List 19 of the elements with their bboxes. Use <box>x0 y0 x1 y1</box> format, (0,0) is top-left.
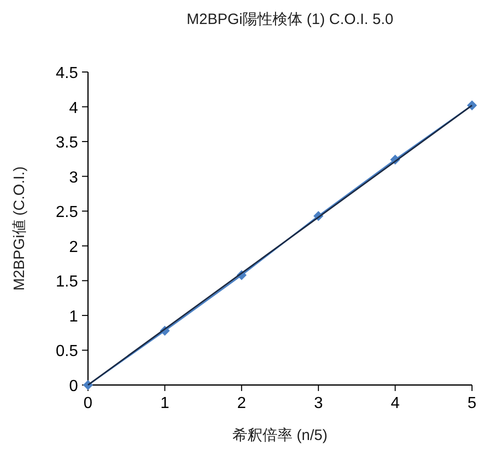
y-tick-label: 4 <box>69 100 78 117</box>
y-tick-label: 3.5 <box>56 134 78 152</box>
x-tick-label: 1 <box>160 395 170 412</box>
x-tick-label: 5 <box>468 395 477 412</box>
chart-title: M2BPGi陽性検体 (1) C.O.I. 5.0 <box>186 11 394 28</box>
y-tick-label: 2.5 <box>56 204 78 222</box>
x-axis-title: 希釈倍率 (n/5) <box>232 427 328 444</box>
x-tick-label: 4 <box>390 395 400 412</box>
y-tick-label: 0.5 <box>56 343 78 360</box>
y-tick-label: 0 <box>69 378 78 395</box>
y-tick-label: 1.5 <box>56 274 78 291</box>
y-tick-label: 4.5 <box>56 65 78 82</box>
y-tick-label: 2 <box>69 238 78 256</box>
x-tick-label: 2 <box>237 395 246 412</box>
y-tick-label: 3 <box>69 169 78 186</box>
x-tick-label: 0 <box>84 395 93 412</box>
y-tick-label: 1 <box>69 308 78 326</box>
y-axis-title: M2BPGi値 (C.O.I.) <box>11 166 28 291</box>
x-tick-label: 3 <box>314 395 323 412</box>
